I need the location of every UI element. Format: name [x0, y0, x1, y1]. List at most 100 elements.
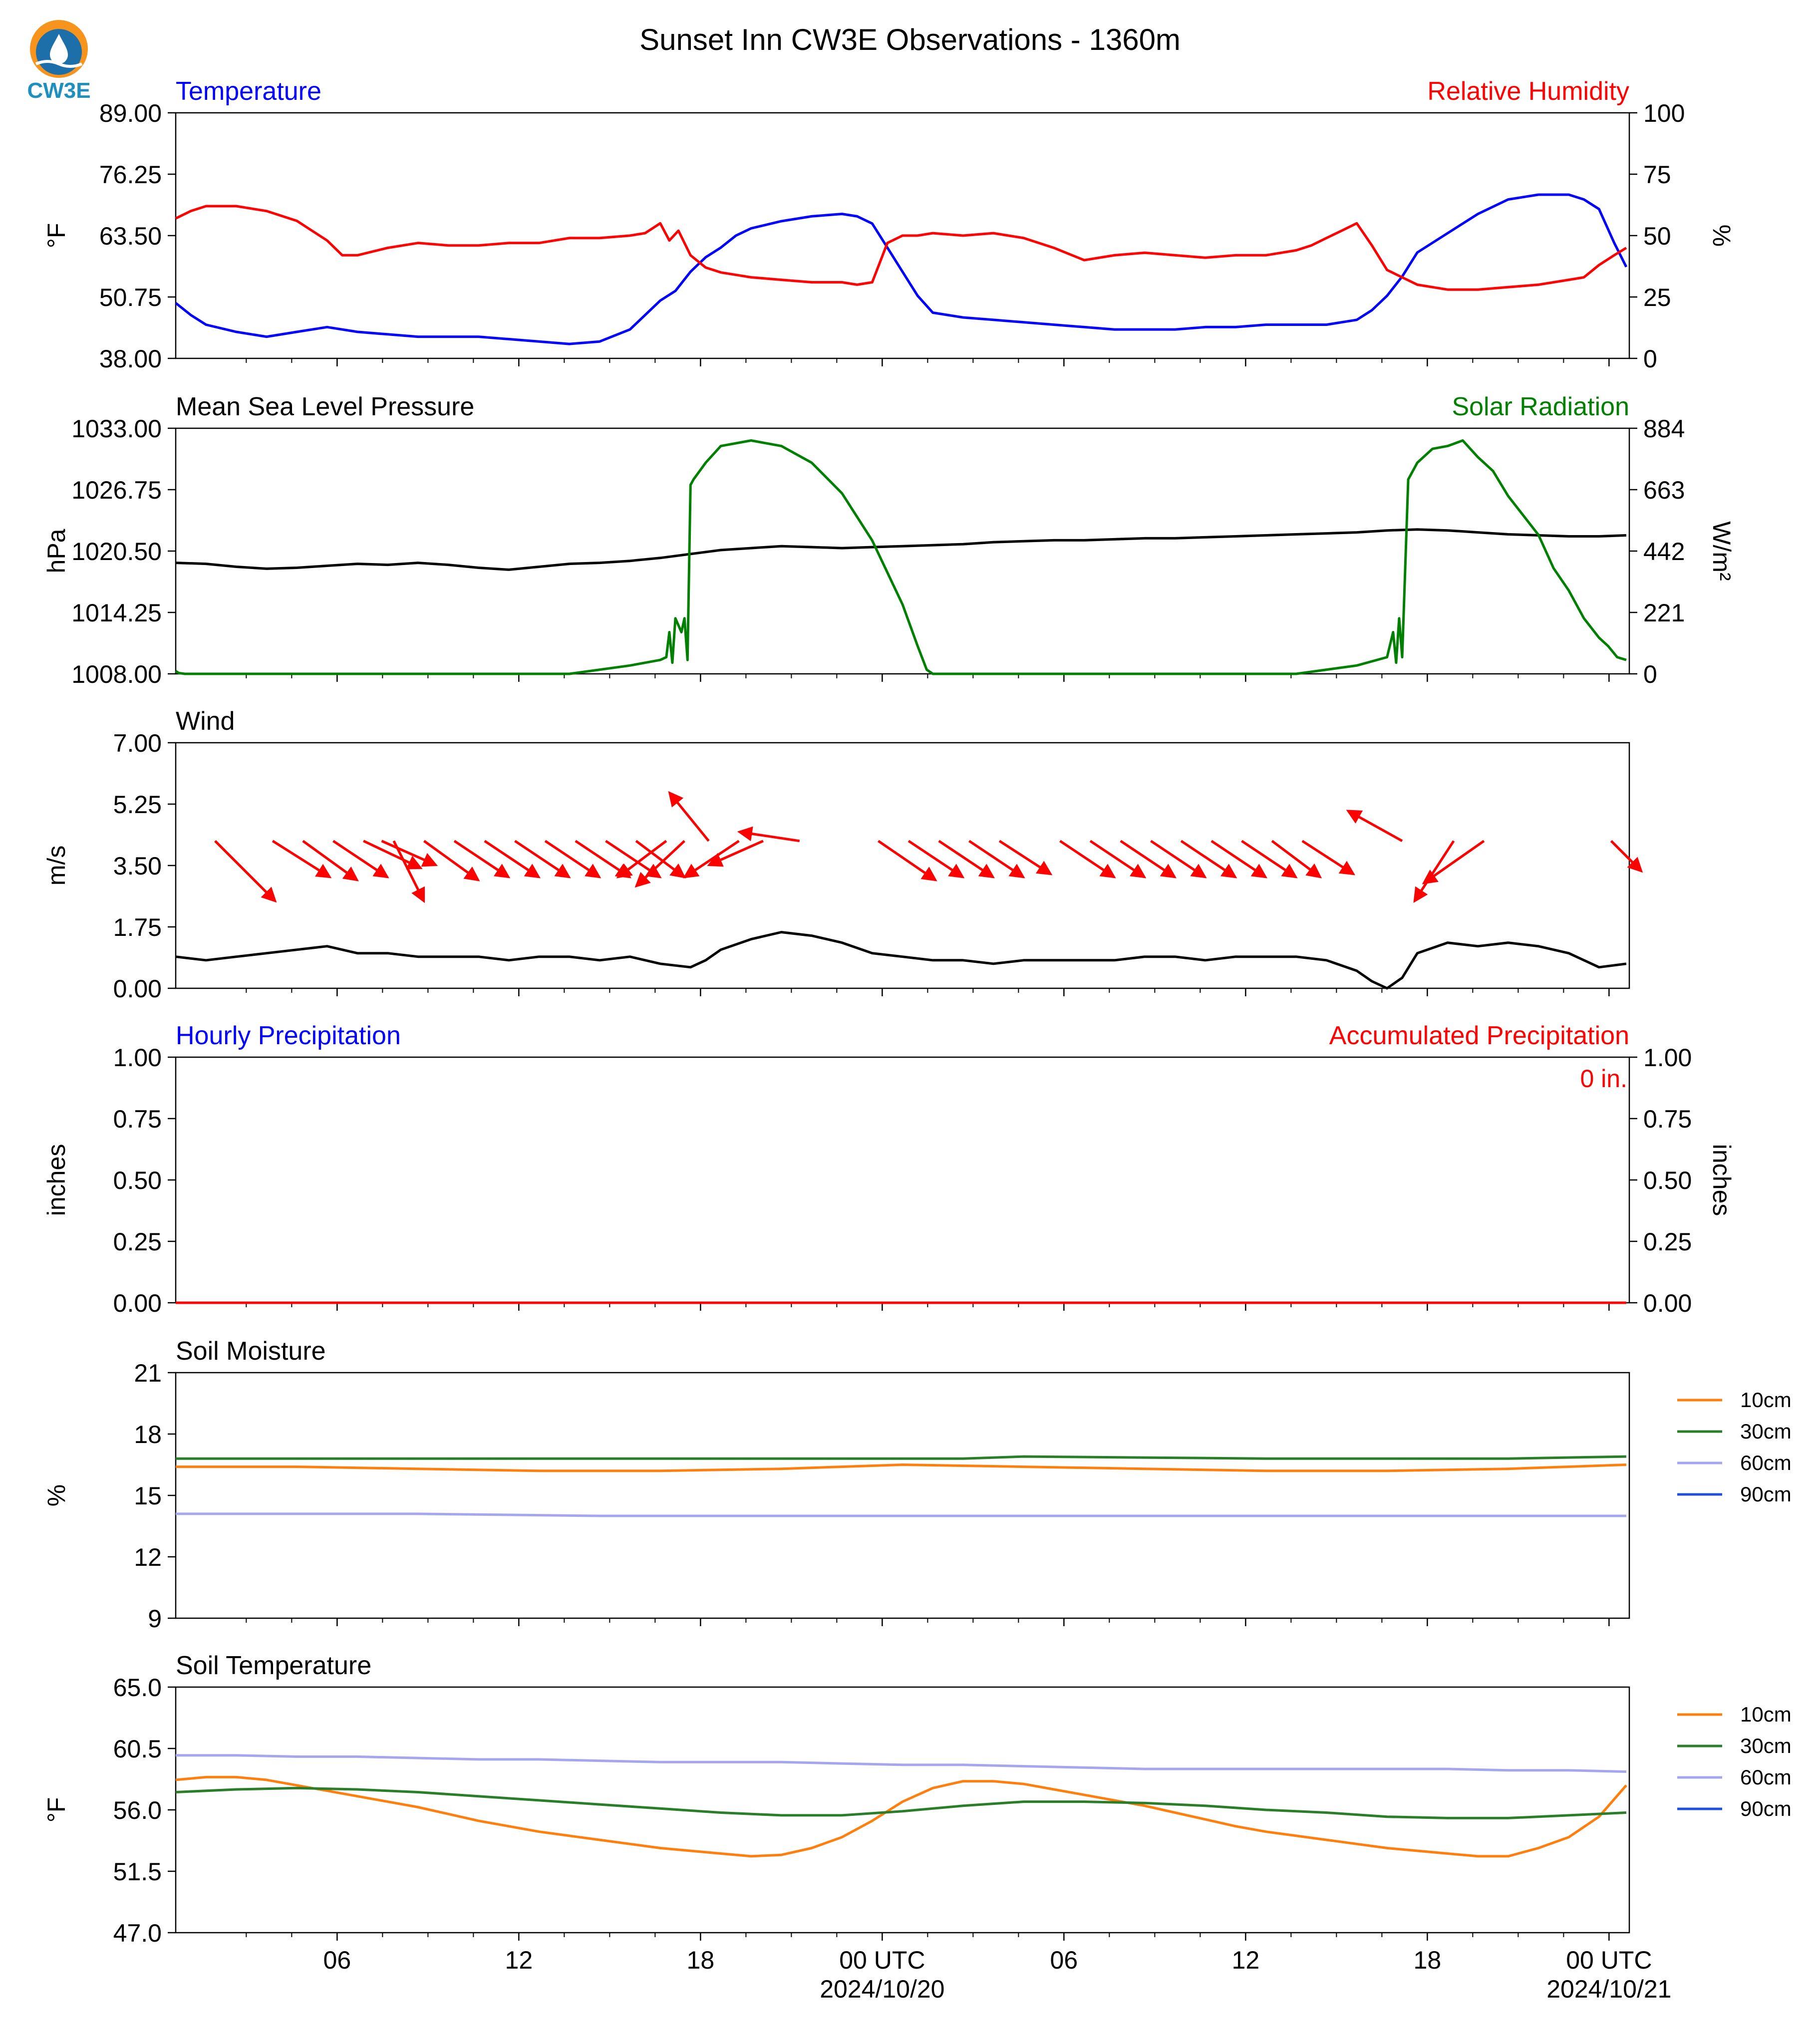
x-tick-label: 18 [687, 1946, 715, 1974]
legend-label: 10cm [1740, 1703, 1792, 1726]
panel-title-left: Soil Temperature [176, 1651, 371, 1680]
y-axis-label-left: inches [42, 1144, 70, 1216]
accumulated-total-label: 0 in. [1580, 1065, 1627, 1093]
wind-vector-arrow [998, 840, 1053, 875]
legend-label: 90cm [1740, 1482, 1792, 1506]
legend-label: 60cm [1740, 1765, 1792, 1789]
wind-vector-arrow [1180, 840, 1237, 878]
series-line-series-1 [175, 193, 1628, 345]
panel-title-left: Temperature [176, 77, 321, 106]
panel-title-right: Solar Radiation [1452, 392, 1629, 421]
x-tick-label: 00 UTC [1566, 1946, 1652, 1974]
y-tick-label-right: 442 [1643, 538, 1685, 566]
y-tick-label-right: 0.50 [1643, 1166, 1692, 1194]
y-axis-label-right: inches [1708, 1144, 1736, 1216]
legend-label: 90cm [1740, 1797, 1792, 1820]
wind-vector-arrow [1301, 840, 1355, 875]
logo-text: CW3E [27, 78, 90, 103]
series-line-series-1 [175, 528, 1626, 571]
wind-vector-arrow [1120, 840, 1177, 878]
legend-label: 60cm [1740, 1451, 1792, 1474]
wind-vector-arrow [484, 840, 541, 878]
panels-container: Temperature Relative Humidity 38.00 50.75 63… [42, 77, 1792, 2003]
y-tick-label-right: 100 [1643, 99, 1685, 127]
y-axis-label-left: % [42, 1484, 70, 1506]
panel-title-left: Wind [176, 707, 235, 736]
y-tick-label-right: 0 [1643, 345, 1657, 373]
wind-vector-arrow [938, 840, 995, 878]
wind-vector-arrow [1610, 840, 1643, 873]
panel-title-left: Soil Moisture [176, 1337, 326, 1366]
logo-wave-icon [35, 60, 83, 68]
wind-vector-arrow [737, 826, 800, 843]
wind-vector-arrow [423, 840, 480, 881]
y-tick-label-left: 1014.25 [71, 599, 162, 627]
y-axis-label-left: °F [42, 1797, 70, 1823]
panel-title-right: Accumulated Precipitation [1329, 1021, 1629, 1050]
series-line-60cm [176, 1754, 1626, 1773]
y-tick-label-right: 663 [1643, 476, 1685, 504]
wind-vector-arrow [392, 840, 425, 903]
y-tick-label-right: 0.75 [1643, 1105, 1692, 1133]
series-line-60cm [176, 1512, 1626, 1517]
x-tick-label: 12 [505, 1946, 533, 1974]
y-tick-label-left: 1008.00 [71, 660, 162, 688]
y-tick-label-left: 9 [148, 1605, 162, 1633]
y-tick-label-right: 0 [1643, 660, 1657, 688]
wind-vector-arrow [1150, 840, 1207, 878]
wind-vector-arrow [332, 840, 389, 878]
wind-vector-arrow [635, 840, 686, 878]
y-tick-label-left: 38.00 [99, 345, 162, 373]
y-axis-label-left: hPa [42, 529, 70, 573]
series-line-10cm [175, 1775, 1627, 1858]
panel-title-left: Mean Sea Level Pressure [176, 392, 474, 421]
y-tick-label-right: 221 [1643, 599, 1685, 627]
panel-6: Soil Temperature 47.0 51.5 56.0 60.5 65.0 °F 10… [42, 1651, 1792, 2003]
y-tick-label-left: 65.0 [113, 1674, 162, 1702]
x-tick-label: 12 [1232, 1946, 1260, 1974]
wind-vector-arrow [381, 840, 438, 867]
wind-vector-arrow [908, 840, 965, 878]
y-tick-label-left: 0.00 [113, 975, 162, 1003]
logo-drop-icon [50, 34, 68, 64]
panel-1: Temperature Relative Humidity 38.00 50.75 63… [42, 77, 1736, 373]
x-date-label: 2024/10/20 [820, 1975, 944, 2003]
series-line-series-2 [175, 439, 1627, 675]
series-line-30cm [175, 1786, 1627, 1819]
y-tick-label-left: 47.0 [113, 1919, 162, 1947]
y-axis-label-left: °F [42, 223, 70, 249]
y-tick-label-left: 0.75 [113, 1105, 162, 1133]
panel-5: Soil Moisture 9 12 15 18 21% 10cm 30cm 60cm 90cm [42, 1337, 1792, 1633]
y-tick-label-left: 1.00 [113, 1044, 162, 1072]
wind-vector-arrow [514, 840, 571, 878]
series-line-speed [175, 931, 1627, 990]
series-line-30cm [176, 1455, 1626, 1460]
wind-vector-arrow [616, 840, 667, 878]
wind-vector-arrow [302, 840, 359, 881]
y-tick-label-right: 25 [1643, 284, 1671, 311]
x-tick-label: 06 [323, 1946, 351, 1974]
wind-vector-arrow [1271, 840, 1322, 878]
y-axis-label-left: m/s [42, 846, 70, 886]
y-tick-label-right: 1.00 [1643, 1044, 1692, 1072]
y-tick-label-left: 1026.75 [71, 476, 162, 504]
wind-vector-arrow [214, 840, 277, 903]
y-tick-label-left: 1020.50 [71, 538, 162, 566]
wind-vector-arrow [605, 840, 662, 878]
legend-label: 10cm [1740, 1388, 1792, 1412]
series-line-10cm [176, 1463, 1626, 1472]
y-tick-label-left: 60.5 [113, 1735, 162, 1763]
y-tick-label-right: 0.00 [1643, 1289, 1692, 1317]
wind-vector-arrow [544, 840, 602, 878]
y-tick-label-left: 89.00 [99, 99, 162, 127]
wind-vector-arrow [363, 840, 423, 869]
cw3e-logo: CW3E [27, 20, 91, 103]
y-tick-label-left: 12 [134, 1543, 162, 1571]
panel-4: Hourly Precipitation Accumulated Precipit… [42, 1021, 1736, 1317]
y-tick-label-right: 75 [1643, 161, 1671, 189]
y-axis-label-right: W/m² [1708, 521, 1736, 580]
wind-vector-arrow [1422, 840, 1485, 884]
y-tick-label-left: 21 [134, 1359, 162, 1387]
